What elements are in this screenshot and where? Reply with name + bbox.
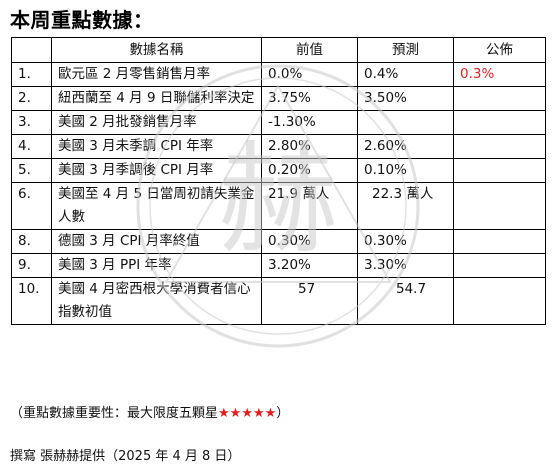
table-row: 6. 美國至 4 月 5 日當周初請失業金人數 21.9 萬人 22.3 萬人 [11, 182, 546, 230]
row-number: 8. [11, 229, 52, 254]
row-number: 5. [11, 158, 52, 183]
row-forecast: 2.60% [357, 134, 454, 159]
importance-note: （重點數據重要性：最大限度五顆星★★★★★） [10, 402, 289, 421]
table-row: 4. 美國 3 月未季調 CPI 年率 2.80% 2.60% [11, 134, 546, 159]
table-row: 3. 美國 2 月批發銷售月率 -1.30% [11, 110, 546, 135]
row-number: 3. [11, 110, 52, 135]
row-previous: -1.30% [261, 110, 358, 135]
row-actual [453, 110, 546, 135]
row-previous: 0.0% [261, 62, 358, 87]
row-number: 1. [11, 62, 52, 87]
row-forecast: 22.3 萬人 [357, 182, 454, 230]
row-previous: 3.75% [261, 86, 358, 111]
importance-note-prefix: （重點數據重要性：最大限度五顆星 [10, 406, 219, 421]
importance-note-suffix: ） [276, 406, 290, 421]
header-name: 數據名稱 [51, 37, 262, 63]
row-actual [453, 158, 546, 183]
row-previous: 0.20% [261, 158, 358, 183]
row-forecast [357, 110, 454, 135]
row-previous: 2.80% [261, 134, 358, 159]
row-name: 美國 3 月季調後 CPI 月率 [51, 158, 262, 183]
row-name: 德國 3 月 CPI 月率終值 [51, 229, 262, 254]
data-table: 數據名稱 前值 預測 公佈 1. 歐元區 2 月零售銷售月率 0.0% 0.4%… [11, 37, 546, 325]
table-row: 9. 美國 3 月 PPI 年率 3.20% 3.30% [11, 253, 546, 278]
row-actual [453, 253, 546, 278]
row-name: 美國 4 月密西根大學消費者信心指數初值 [51, 277, 262, 325]
row-name: 美國 2 月批發銷售月率 [51, 110, 262, 135]
table-row: 2. 紐西蘭至 4 月 9 日聯儲利率決定 3.75% 3.50% [11, 86, 546, 111]
table-row: 5. 美國 3 月季調後 CPI 月率 0.20% 0.10% [11, 158, 546, 183]
row-name: 紐西蘭至 4 月 9 日聯儲利率決定 [51, 86, 262, 111]
row-forecast: 54.7 [357, 277, 454, 325]
row-forecast: 0.30% [357, 229, 454, 254]
table-header-row: 數據名稱 前值 預測 公佈 [11, 37, 546, 63]
row-number: 9. [11, 253, 52, 278]
row-actual [453, 277, 546, 325]
row-forecast: 0.10% [357, 158, 454, 183]
row-forecast: 3.50% [357, 86, 454, 111]
author-credit: 撰寫 張赫赫提供（2025 年 4 月 8 日） [10, 449, 241, 464]
header-index [11, 37, 52, 63]
row-name: 美國 3 月 PPI 年率 [51, 253, 262, 278]
table-row: 10. 美國 4 月密西根大學消費者信心指數初值 57 54.7 [11, 277, 546, 325]
row-actual [453, 86, 546, 111]
row-previous: 3.20% [261, 253, 358, 278]
star-rating-icon: ★★★★★ [218, 406, 277, 421]
row-actual [453, 229, 546, 254]
page-title: 本周重點數據： [10, 8, 154, 32]
table-row: 8. 德國 3 月 CPI 月率終值 0.30% 0.30% [11, 229, 546, 254]
row-number: 4. [11, 134, 52, 159]
row-previous: 21.9 萬人 [261, 182, 358, 230]
row-forecast: 0.4% [357, 62, 454, 87]
header-previous: 前值 [261, 37, 358, 63]
row-actual: 0.3% [453, 62, 546, 87]
row-forecast: 3.30% [357, 253, 454, 278]
table-row: 1. 歐元區 2 月零售銷售月率 0.0% 0.4% 0.3% [11, 62, 546, 87]
row-previous: 57 [261, 277, 358, 325]
row-actual [453, 182, 546, 230]
row-number: 6. [11, 182, 52, 230]
row-name: 美國 3 月未季調 CPI 年率 [51, 134, 262, 159]
header-forecast: 預測 [357, 37, 454, 63]
header-actual: 公佈 [453, 37, 546, 63]
row-name: 美國至 4 月 5 日當周初請失業金人數 [51, 182, 262, 230]
row-previous: 0.30% [261, 229, 358, 254]
row-name: 歐元區 2 月零售銷售月率 [51, 62, 262, 87]
row-number: 2. [11, 86, 52, 111]
row-number: 10. [11, 277, 52, 325]
row-actual [453, 134, 546, 159]
